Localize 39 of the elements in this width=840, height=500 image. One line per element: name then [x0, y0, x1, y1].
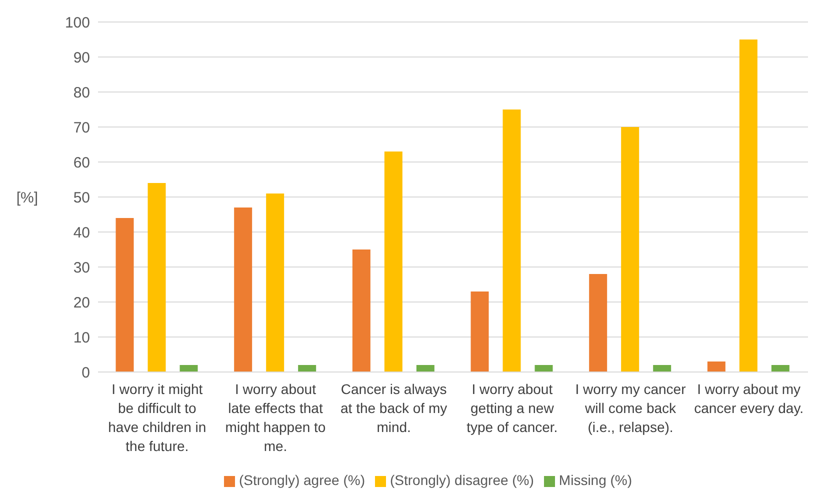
y-axis-title: [%]	[16, 189, 38, 206]
bar	[384, 152, 402, 372]
bar	[234, 208, 252, 372]
y-tick-label: 90	[73, 49, 90, 66]
x-tick-label: I worry about my cancer every day.	[694, 381, 804, 416]
bar	[180, 365, 198, 372]
bar	[470, 292, 489, 372]
y-tick-label: 100	[64, 14, 90, 32]
bar	[298, 365, 316, 372]
x-tick-label: Cancer is always at the back of my mind.	[340, 381, 448, 435]
y-tick-label: 20	[73, 294, 90, 312]
bar	[653, 365, 672, 372]
y-tick-label: 50	[73, 189, 90, 206]
x-tick-label: I worry it might be difficult to have children in the future.	[108, 381, 206, 454]
y-tick-label: 0	[82, 364, 90, 382]
y-tick-label: 40	[73, 224, 90, 242]
x-tick-label: I worry my cancer will come back (i.e., relapse).	[575, 381, 686, 435]
bar	[116, 218, 134, 372]
bar	[771, 365, 790, 372]
x-tick-label: I worry about late effects that might happen to me.	[225, 381, 326, 454]
y-tick-label: 30	[73, 259, 90, 276]
x-tick-label: I worry about getting a new type of cancer.	[466, 381, 558, 435]
bar	[148, 183, 166, 372]
bar	[352, 250, 370, 372]
bar	[621, 127, 640, 372]
bar	[266, 194, 284, 372]
y-tick-label: 70	[73, 119, 90, 136]
legend-label: (Strongly) agree (%)	[238, 472, 365, 488]
bar	[707, 362, 726, 372]
legend-label: (Strongly) disagree (%)	[390, 472, 534, 488]
bar	[502, 110, 521, 372]
bar	[589, 274, 608, 372]
legend-label: Missing (%)	[558, 472, 632, 488]
y-tick-label: 60	[73, 154, 90, 172]
bar	[739, 40, 758, 372]
y-tick-label: 80	[73, 84, 90, 102]
bar	[416, 365, 434, 372]
bar	[534, 365, 553, 372]
y-tick-label: 10	[73, 329, 90, 346]
